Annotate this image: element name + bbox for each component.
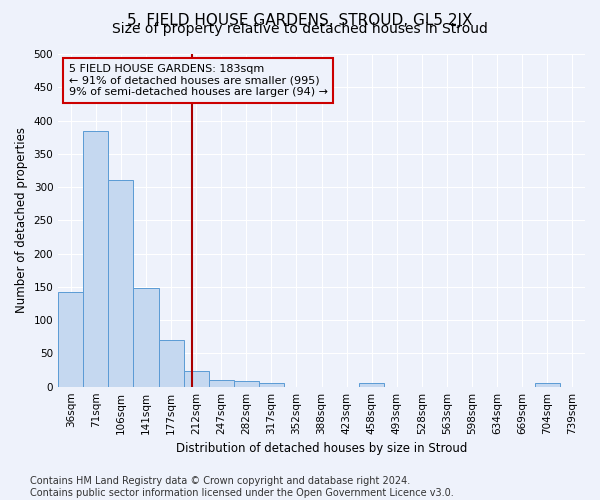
Bar: [109, 180, 133, 386]
Bar: [83, 130, 109, 386]
Bar: [209, 380, 234, 386]
Bar: [133, 288, 158, 386]
Bar: [158, 340, 184, 386]
Y-axis label: Number of detached properties: Number of detached properties: [15, 128, 28, 314]
Text: Contains HM Land Registry data © Crown copyright and database right 2024.
Contai: Contains HM Land Registry data © Crown c…: [30, 476, 454, 498]
Bar: [359, 384, 385, 386]
Text: 5, FIELD HOUSE GARDENS, STROUD, GL5 2JX: 5, FIELD HOUSE GARDENS, STROUD, GL5 2JX: [127, 12, 473, 28]
Text: Size of property relative to detached houses in Stroud: Size of property relative to detached ho…: [112, 22, 488, 36]
Bar: [234, 380, 259, 386]
Bar: [259, 384, 284, 386]
X-axis label: Distribution of detached houses by size in Stroud: Distribution of detached houses by size …: [176, 442, 467, 455]
Bar: [535, 384, 560, 386]
Text: 5 FIELD HOUSE GARDENS: 183sqm
← 91% of detached houses are smaller (995)
9% of s: 5 FIELD HOUSE GARDENS: 183sqm ← 91% of d…: [69, 64, 328, 97]
Bar: [184, 372, 209, 386]
Bar: [58, 292, 83, 386]
